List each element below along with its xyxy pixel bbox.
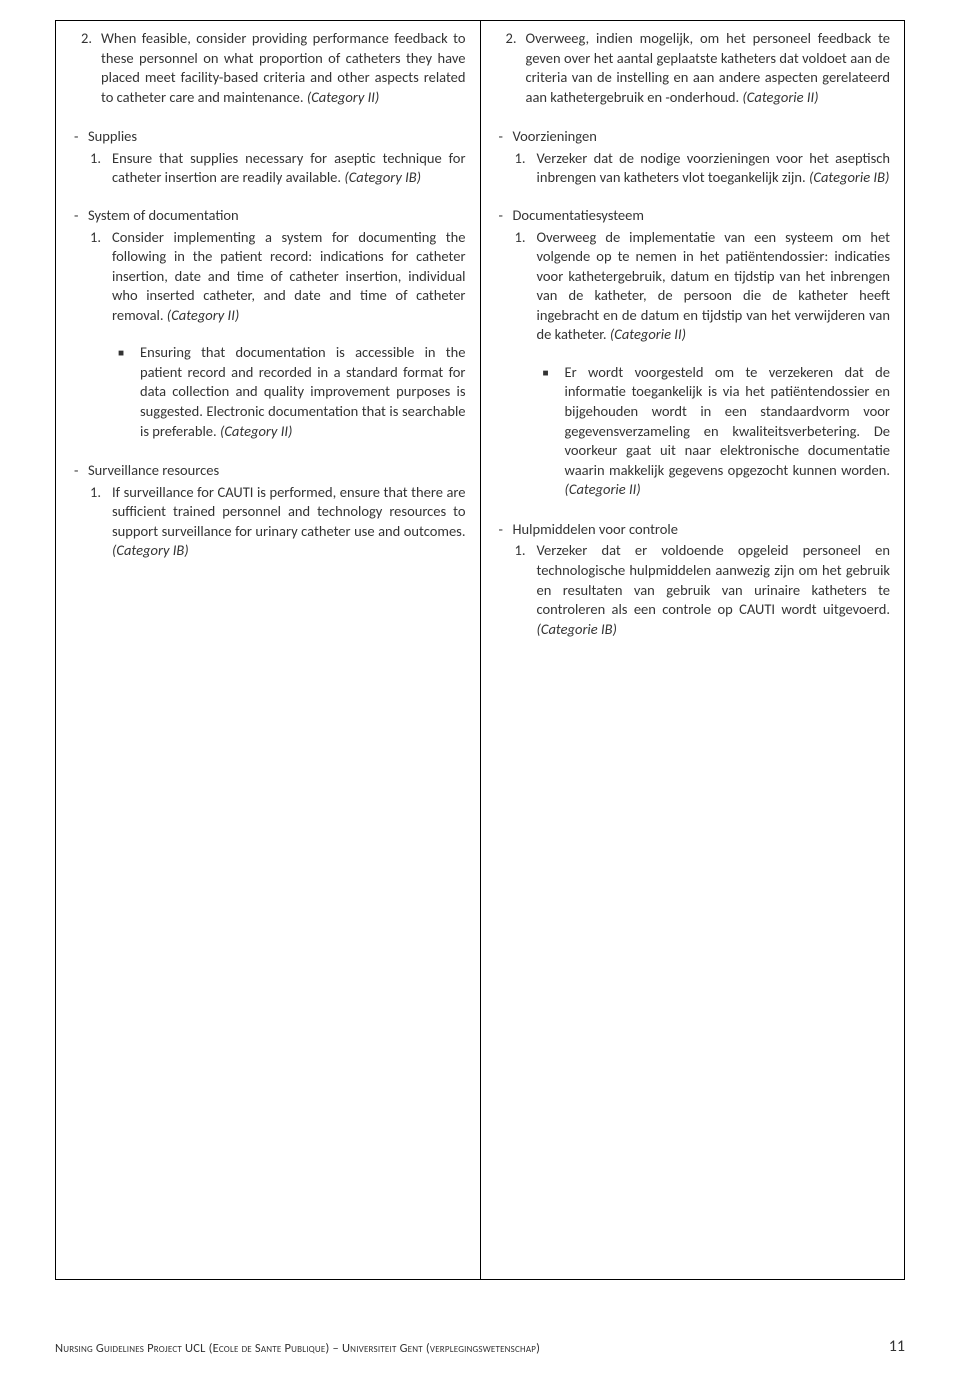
heading-text: Documentatiesysteem — [513, 206, 644, 224]
category-label: (Category IB) — [112, 541, 189, 559]
category-label: (Category II) — [167, 306, 239, 324]
dash-icon: - — [74, 206, 88, 226]
right-supplies-heading: -Voorzieningen — [495, 127, 891, 147]
right-doc-item-1: 1.Overweeg de implementatie van een syst… — [495, 228, 891, 345]
dash-icon: - — [499, 520, 513, 540]
category-label: (Category IB) — [344, 168, 421, 186]
right-surv-item-1: 1.Verzeker dat er voldoende opgeleid per… — [495, 541, 891, 639]
category-label: (Categorie IB) — [809, 168, 889, 186]
paragraph-text: Overweeg de implementatie van een systee… — [537, 228, 891, 344]
left-item-2: 2.When feasible, consider providing perf… — [70, 29, 466, 107]
heading-text: Hulpmiddelen voor controle — [513, 520, 678, 538]
page-number: 11 — [889, 1337, 905, 1356]
list-number: 1. — [90, 149, 112, 169]
right-supplies-item-1: 1.Verzeker dat de nodige voorzieningen v… — [495, 149, 891, 188]
right-item-2: 2.Overweeg, indien mogelijk, om het pers… — [495, 29, 891, 107]
dash-icon: - — [499, 206, 513, 226]
left-doc-bullet: ■Ensuring that documentation is accessib… — [70, 343, 466, 441]
list-number: 1. — [515, 228, 537, 248]
list-number: 2. — [506, 29, 526, 49]
right-doc-bullet: ■Er wordt voorgesteld om te verzekeren d… — [495, 363, 891, 500]
list-number: 2. — [81, 29, 101, 49]
list-number: 1. — [515, 149, 537, 169]
left-supplies-item-1: 1.Ensure that supplies necessary for ase… — [70, 149, 466, 188]
left-surv-item-1: 1.If surveillance for CAUTI is performed… — [70, 483, 466, 561]
list-number: 1. — [515, 541, 537, 561]
category-label: (Category II) — [220, 422, 292, 440]
two-column-table: 2.When feasible, consider providing perf… — [55, 20, 905, 1280]
paragraph-text: Consider implementing a system for docum… — [112, 228, 466, 324]
heading-text: System of documentation — [88, 206, 239, 224]
list-number: 1. — [90, 228, 112, 248]
left-surv-heading: -Surveillance resources — [70, 461, 466, 481]
paragraph-text: Overweeg, indien mogelijk, om het person… — [526, 29, 891, 106]
left-supplies-heading: -Supplies — [70, 127, 466, 147]
footer-text: Nursing Guidelines Project UCL (Ecole de… — [55, 1341, 540, 1356]
right-column: 2.Overweeg, indien mogelijk, om het pers… — [480, 21, 905, 1280]
paragraph-text: When feasible, consider providing perfor… — [101, 29, 466, 106]
right-surv-heading: -Hulpmiddelen voor controle — [495, 520, 891, 540]
heading-text: Supplies — [88, 127, 137, 145]
left-column: 2.When feasible, consider providing perf… — [56, 21, 481, 1280]
dash-icon: - — [74, 461, 88, 481]
category-label: (Categorie II) — [565, 480, 641, 498]
dash-icon: - — [499, 127, 513, 147]
square-bullet-icon: ■ — [543, 366, 565, 380]
list-number: 1. — [90, 483, 112, 503]
heading-text: Surveillance resources — [88, 461, 219, 479]
page-footer: Nursing Guidelines Project UCL (Ecole de… — [55, 1337, 905, 1356]
heading-text: Voorzieningen — [513, 127, 597, 145]
paragraph-text: Verzeker dat er voldoende opgeleid perso… — [537, 541, 891, 618]
square-bullet-icon: ■ — [118, 346, 140, 360]
category-label: (Category II) — [307, 88, 379, 106]
paragraph-text: Er wordt voorgesteld om te verzekeren da… — [565, 363, 891, 479]
left-doc-item-1: 1.Consider implementing a system for doc… — [70, 228, 466, 326]
left-doc-heading: -System of documentation — [70, 206, 466, 226]
category-label: (Categorie II) — [610, 325, 686, 343]
dash-icon: - — [74, 127, 88, 147]
right-doc-heading: -Documentatiesysteem — [495, 206, 891, 226]
category-label: (Categorie II) — [742, 88, 818, 106]
paragraph-text: Ensuring that documentation is accessibl… — [140, 343, 466, 439]
paragraph-text: If surveillance for CAUTI is performed, … — [112, 483, 466, 540]
category-label: (Categorie IB) — [537, 620, 617, 638]
page-body: 2.When feasible, consider providing perf… — [0, 0, 960, 1280]
